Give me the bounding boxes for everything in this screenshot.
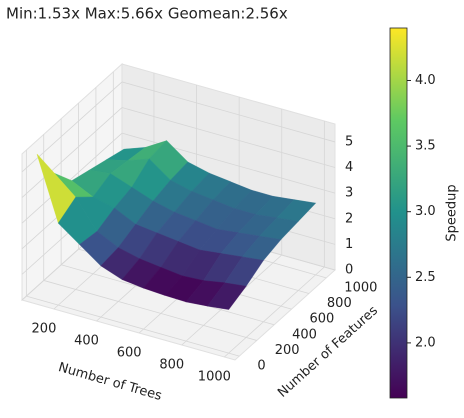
y-tick-label: 400	[292, 327, 317, 342]
y-tick-label: 600	[310, 312, 335, 327]
grid-line	[21, 107, 123, 198]
grid-line	[121, 107, 336, 168]
colorbar-tick-label: 4.0	[415, 73, 436, 88]
grid-line	[26, 295, 240, 357]
grid-line	[121, 132, 336, 194]
colorbar-label: Speedup	[445, 184, 460, 241]
z-tick-label: 5	[345, 134, 353, 149]
grid-line	[43, 280, 257, 341]
y-tick-label: 0	[257, 359, 265, 374]
grid-line	[121, 81, 336, 143]
chart-title: Min:1.53x Max:5.66x Geomean:2.56x	[6, 5, 288, 23]
x-tick-label: 200	[32, 322, 57, 337]
x-tick-label: 400	[74, 334, 99, 349]
x-tick-label: 800	[159, 358, 184, 373]
x-axis-label: Number of Trees	[57, 360, 164, 404]
z-tick-label: 1	[345, 237, 353, 252]
y-tick-label: 1000	[344, 280, 377, 295]
y-tick-label: 800	[327, 296, 352, 311]
colorbar-tick-label: 3.0	[415, 204, 436, 219]
x-tick-label: 1000	[198, 370, 231, 385]
x-tick-label: 600	[117, 346, 142, 361]
grid-line	[224, 266, 325, 358]
colorbar-tick-label: 2.5	[415, 270, 436, 285]
z-tick-label: 3	[345, 186, 353, 201]
colorbar-tick-label: 3.5	[415, 139, 436, 154]
y-tick-label: 200	[275, 343, 300, 358]
z-tick-label: 2	[345, 211, 353, 226]
grid-line	[21, 132, 123, 224]
colorbar-tick-label: 2.0	[415, 335, 436, 350]
colorbar	[389, 27, 408, 399]
z-tick-label: 4	[345, 160, 353, 175]
z-tick-label: 0	[345, 263, 353, 278]
surface-face	[206, 282, 247, 310]
